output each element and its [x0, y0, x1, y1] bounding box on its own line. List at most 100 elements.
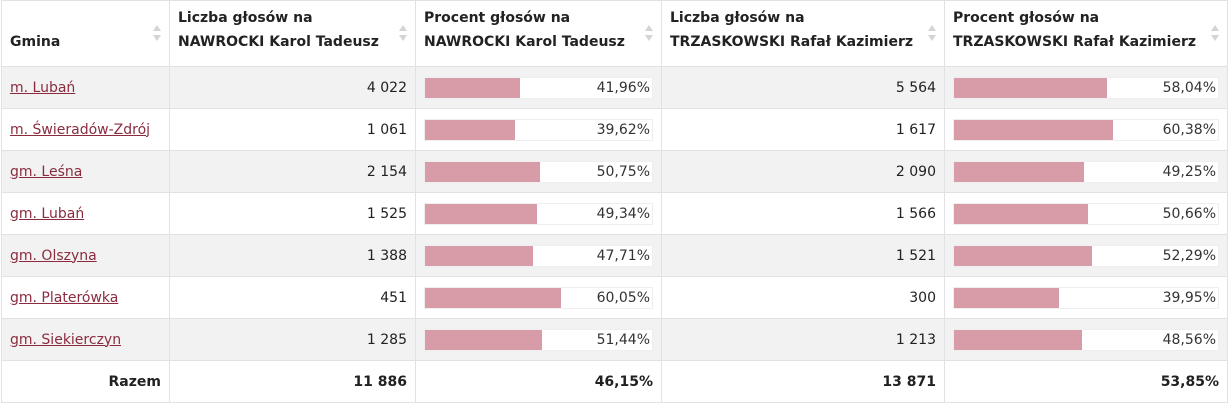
percent-bar-fill	[954, 161, 1085, 182]
gmina-cell: gm. Olszyna	[1, 234, 170, 277]
trzaskowski-pct-cell: 52,29%	[944, 234, 1228, 277]
nawrocki-pct-cell: 49,34%	[415, 192, 662, 235]
percent-bar: 51,44%	[424, 328, 653, 351]
trzaskowski-count-cell: 1 213	[661, 318, 945, 361]
percent-bar-fill	[425, 203, 537, 224]
gmina-link[interactable]: gm. Siekierczyn	[10, 331, 122, 348]
gmina-link[interactable]: m. Świeradów-Zdrój	[10, 121, 151, 138]
col-header-nawrocki-count[interactable]: Liczba głosów na NAWROCKI Karol Tadeusz	[169, 0, 416, 67]
nawrocki-count-cell: 1 388	[169, 234, 416, 277]
percent-bar-label: 60,05%	[596, 289, 650, 306]
nawrocki-pct-cell: 41,96%	[415, 66, 662, 109]
percent-bar: 50,75%	[424, 160, 653, 183]
percent-bar-fill	[425, 245, 534, 266]
percent-bar-label: 48,56%	[1162, 331, 1216, 348]
table-row: gm. Leśna 2 154 50,75% 2 090 49,25%	[1, 150, 1228, 193]
trzaskowski-count-cell: 2 090	[661, 150, 945, 193]
sort-icon	[399, 25, 407, 43]
percent-bar: 60,05%	[424, 286, 653, 309]
percent-bar-label: 49,25%	[1162, 163, 1216, 180]
percent-bar-label: 58,04%	[1162, 79, 1216, 96]
nawrocki-count-cell: 1 285	[169, 318, 416, 361]
total-nawrocki-count: 11 886	[169, 360, 416, 403]
trzaskowski-pct-cell: 49,25%	[944, 150, 1228, 193]
percent-bar: 48,56%	[953, 328, 1219, 351]
sort-icon	[153, 25, 161, 43]
gmina-link[interactable]: m. Lubań	[10, 79, 76, 96]
gmina-link[interactable]: gm. Olszyna	[10, 247, 97, 264]
gmina-cell: gm. Leśna	[1, 150, 170, 193]
total-trzaskowski-pct: 53,85%	[944, 360, 1228, 403]
header-line: TRZASKOWSKI Rafał Kazimierz	[670, 34, 913, 50]
trzaskowski-count-cell: 1 617	[661, 108, 945, 151]
gmina-cell: gm. Platerówka	[1, 276, 170, 319]
gmina-link[interactable]: gm. Platerówka	[10, 289, 119, 306]
nawrocki-count-cell: 4 022	[169, 66, 416, 109]
gmina-link[interactable]: gm. Leśna	[10, 163, 83, 180]
sort-icon	[928, 25, 936, 43]
trzaskowski-pct-cell: 48,56%	[944, 318, 1228, 361]
percent-bar: 39,95%	[953, 286, 1219, 309]
table-row: m. Lubań 4 022 41,96% 5 564 58,04%	[1, 66, 1228, 109]
table-row: gm. Siekierczyn 1 285 51,44% 1 213 48,56%	[1, 318, 1228, 361]
col-header-trzaskowski-pct[interactable]: Procent głosów na TRZASKOWSKI Rafał Kazim…	[944, 0, 1228, 67]
percent-bar: 49,34%	[424, 202, 653, 225]
col-header-trzaskowski-count[interactable]: Liczba głosów na TRZASKOWSKI Rafał Kazimi…	[661, 0, 945, 67]
gmina-cell: gm. Lubań	[1, 192, 170, 235]
trzaskowski-count-cell: 1 566	[661, 192, 945, 235]
table-row: m. Świeradów-Zdrój 1 061 39,62% 1 617 60,38%	[1, 108, 1228, 151]
percent-bar: 50,66%	[953, 202, 1219, 225]
trzaskowski-count-cell: 1 521	[661, 234, 945, 277]
total-trzaskowski-count: 13 871	[661, 360, 945, 403]
nawrocki-pct-cell: 47,71%	[415, 234, 662, 277]
nawrocki-pct-cell: 39,62%	[415, 108, 662, 151]
gmina-link[interactable]: gm. Lubań	[10, 205, 85, 222]
sort-icon	[1211, 25, 1219, 43]
gmina-cell: m. Lubań	[1, 66, 170, 109]
header-line: NAWROCKI Karol Tadeusz	[424, 34, 625, 50]
percent-bar-fill	[425, 329, 542, 350]
header-line: Procent głosów na	[424, 10, 571, 26]
header-line: NAWROCKI Karol Tadeusz	[178, 34, 379, 50]
percent-bar-fill	[954, 119, 1114, 140]
trzaskowski-pct-cell: 58,04%	[944, 66, 1228, 109]
header-line: Liczba głosów na	[670, 10, 805, 26]
percent-bar: 39,62%	[424, 118, 653, 141]
nawrocki-pct-cell: 51,44%	[415, 318, 662, 361]
percent-bar-label: 50,66%	[1162, 205, 1216, 222]
percent-bar-label: 60,38%	[1162, 121, 1216, 138]
percent-bar: 49,25%	[953, 160, 1219, 183]
gmina-cell: gm. Siekierczyn	[1, 318, 170, 361]
trzaskowski-count-cell: 300	[661, 276, 945, 319]
total-row: Razem 11 886 46,15% 13 871 53,85%	[1, 360, 1228, 403]
percent-bar-label: 47,71%	[596, 247, 650, 264]
table-row: gm. Lubań 1 525 49,34% 1 566 50,66%	[1, 192, 1228, 235]
percent-bar-fill	[425, 287, 562, 308]
nawrocki-count-cell: 2 154	[169, 150, 416, 193]
nawrocki-count-cell: 1 525	[169, 192, 416, 235]
percent-bar-label: 50,75%	[596, 163, 650, 180]
percent-bar-fill	[954, 245, 1093, 266]
percent-bar-fill	[954, 203, 1088, 224]
trzaskowski-pct-cell: 39,95%	[944, 276, 1228, 319]
col-header-gmina[interactable]: Gmina	[1, 0, 170, 67]
total-nawrocki-pct: 46,15%	[415, 360, 662, 403]
header-line: TRZASKOWSKI Rafał Kazimierz	[953, 34, 1196, 50]
percent-bar: 60,38%	[953, 118, 1219, 141]
total-label: Razem	[1, 360, 170, 403]
trzaskowski-pct-cell: 60,38%	[944, 108, 1228, 151]
col-header-gmina-label: Gmina	[10, 34, 61, 50]
table-body: m. Lubań 4 022 41,96% 5 564 58,04% m. Świerad…	[1, 66, 1228, 361]
percent-bar-label: 49,34%	[596, 205, 650, 222]
col-header-nawrocki-pct[interactable]: Procent głosów na NAWROCKI Karol Tadeusz	[415, 0, 662, 67]
header-line: Liczba głosów na	[178, 10, 313, 26]
percent-bar-fill	[425, 161, 541, 182]
percent-bar-fill	[954, 77, 1108, 98]
trzaskowski-count-cell: 5 564	[661, 66, 945, 109]
nawrocki-pct-cell: 50,75%	[415, 150, 662, 193]
sort-icon	[645, 25, 653, 43]
percent-bar-fill	[954, 329, 1083, 350]
percent-bar-fill	[425, 77, 521, 98]
percent-bar: 58,04%	[953, 76, 1219, 99]
